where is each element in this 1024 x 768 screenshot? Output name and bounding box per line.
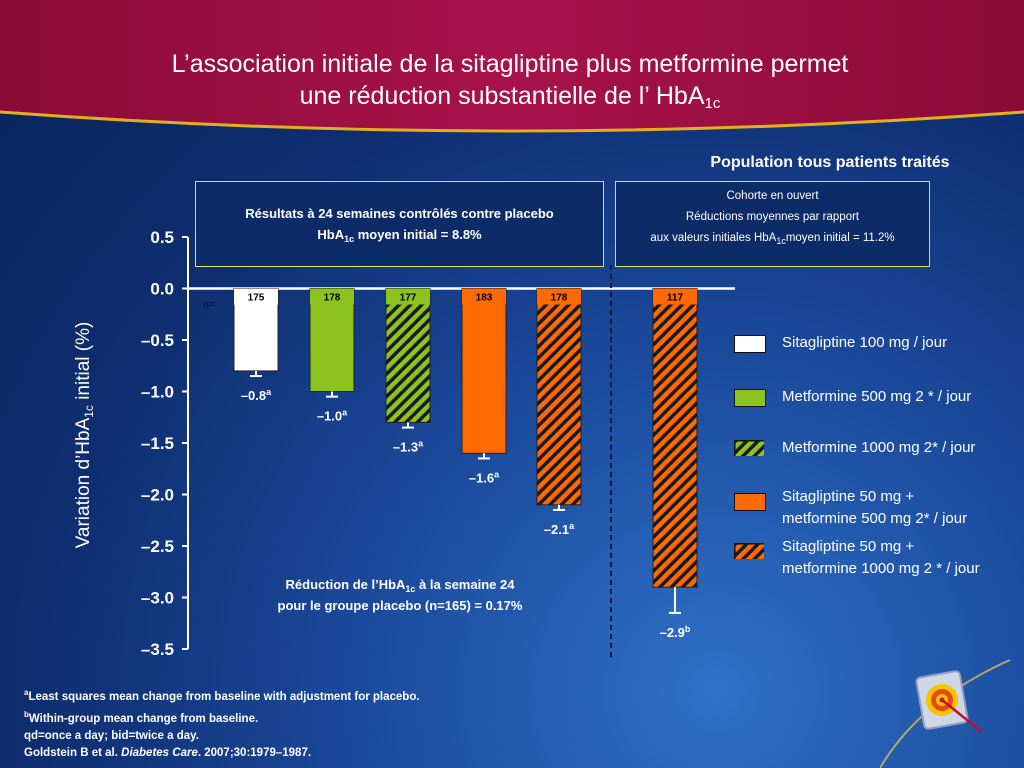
ref-authors: Goldstein B et al.: [24, 746, 122, 759]
open-box-sub: 1c: [776, 236, 786, 246]
bar-n-value: 178: [551, 293, 568, 304]
bar: [652, 288, 698, 588]
y-tick-label: –3.0: [141, 589, 174, 608]
bar-n-strip: [653, 288, 697, 305]
placebo-note-post: à la semaine 24: [415, 577, 515, 592]
open-box-line3: aux valeurs initiales HbA1cmoyen initial…: [616, 228, 929, 249]
controlled-box-sub: 1c: [344, 234, 355, 244]
bar: [461, 288, 507, 454]
open-cohort-box: Cohorte en ouvert Réductions moyennes pa…: [615, 181, 930, 267]
target-logo: [880, 659, 1011, 768]
legend-label: Metformine 500 mg 2 * / jour: [782, 388, 972, 405]
title-line2: une réduction substantielle de l’ HbA: [299, 82, 705, 110]
bar-n-value: 117: [667, 293, 684, 304]
placebo-note: Réduction de l’HbA1c à la semaine 24 pou…: [220, 574, 580, 616]
ref-citation: . 2007;30:1979–1987.: [197, 746, 312, 759]
ref-journal: Diabetes Care: [121, 746, 198, 759]
placebo-note-pre: Réduction de l’HbA: [285, 577, 406, 592]
legend-swatch-green-hatched: [734, 440, 764, 456]
bar-value-label: –1.6a: [469, 469, 500, 485]
bar-value-label: –1.0a: [317, 408, 348, 424]
bar-value-sup: b: [685, 624, 691, 634]
bar-value-label: –0.8a: [241, 387, 272, 403]
bar-n-value: 178: [324, 293, 341, 304]
bar-n-strip: [386, 288, 430, 305]
open-box-line2: Réductions moyennes par rapport: [685, 211, 860, 223]
legend-item: Metformine 1000 mg 2* / jour: [734, 437, 1024, 483]
bar-n-strip: [537, 288, 581, 305]
bar-value-label: –2.9b: [660, 624, 691, 640]
controlled-box-baseline: moyen initial = 8.8%: [354, 227, 482, 242]
footnote-b: bWithin-group mean change from baseline.: [24, 706, 724, 728]
footnote-b-text: Within-group mean change from baseline.: [28, 712, 259, 725]
population-title: Population tous patients traités: [710, 154, 950, 171]
bar-n-strip: [310, 288, 354, 305]
chart-legend: Sitagliptine 100 mg / jour Metformine 50…: [734, 328, 1024, 588]
bar-n-value: 183: [476, 293, 493, 304]
open-box-hba: aux valeurs initiales HbA: [650, 232, 777, 244]
page-title: L’association initiale de la sitagliptin…: [60, 48, 960, 112]
bar: [385, 288, 431, 423]
bar: [536, 288, 582, 506]
controlled-box-hba: HbA: [317, 227, 345, 242]
bar-value-label: –1.3a: [393, 439, 424, 455]
open-box-baseline: moyen initial = 11.2%: [785, 232, 895, 244]
y-tick-label: –1.0: [141, 383, 174, 402]
placebo-note-sub: 1c: [405, 584, 416, 594]
bar-n-value: 177: [400, 293, 417, 304]
y-tick-label: –1.5: [141, 434, 174, 453]
bar-value-sup: a: [494, 469, 500, 479]
legend-label: Sitagliptine 50 mg + metformine 1000 mg …: [782, 538, 980, 577]
footnotes: aLeast squares mean change from baseline…: [24, 684, 724, 762]
controlled-box-line1: Résultats à 24 semaines contrôlés contre…: [245, 206, 554, 221]
footnote-a-text: Least squares mean change from baseline …: [28, 690, 420, 703]
bar-value-label: –2.1a: [544, 521, 575, 537]
title-sub: 1c: [704, 95, 721, 112]
title-line1: L’association initiale de la sitagliptin…: [171, 50, 849, 78]
legend-swatch-green: [734, 389, 766, 407]
controlled-results-box: Résultats à 24 semaines contrôlés contre…: [195, 181, 604, 267]
y-tick-label: –0.5: [141, 331, 174, 350]
bar-value-sup: a: [342, 408, 348, 418]
legend-label: Sitagliptine 100 mg / jour: [782, 334, 948, 351]
legend-item: Sitagliptine 50 mg + metformine 500 mg 2…: [734, 486, 1024, 532]
legend-label: Metformine 1000 mg 2* / jour: [782, 439, 976, 456]
open-box-line1: Cohorte en ouvert: [726, 190, 819, 202]
header-band: [0, 0, 1024, 133]
legend-item: Sitagliptine 50 mg + metformine 1000 mg …: [734, 536, 1024, 582]
bar-n-strip: [462, 288, 506, 305]
footnote-a-sup: a: [24, 688, 29, 697]
legend-label: Sitagliptine 50 mg + metformine 500 mg 2…: [782, 488, 968, 527]
footnote-a: aLeast squares mean change from baseline…: [24, 684, 724, 706]
controlled-box-line2: HbA1c moyen initial = 8.8%: [196, 224, 603, 245]
bar-value-sup: a: [418, 439, 424, 449]
legend-swatch-orange: [734, 493, 766, 511]
n-label: n=: [203, 300, 215, 311]
y-tick-label: 0.0: [150, 280, 174, 299]
footnote-reference: Goldstein B et al. Diabetes Care. 2007;3…: [24, 745, 724, 762]
bar: [309, 288, 355, 392]
y-tick-label: –3.5: [141, 640, 174, 659]
y-tick-label: 0.5: [150, 228, 174, 247]
legend-item: Metformine 500 mg 2 * / jour: [734, 386, 1024, 432]
legend-swatch-orange-hatched: [734, 543, 764, 559]
bar-n-strip: [234, 288, 278, 305]
bar-n-value: 175: [248, 293, 265, 304]
y-tick-label: –2.5: [141, 537, 174, 556]
footnote-b-sup: b: [24, 709, 29, 719]
bar-value-sup: a: [569, 521, 575, 531]
legend-swatch-white: [734, 335, 766, 353]
bar-value-sup: a: [266, 387, 272, 397]
legend-item: Sitagliptine 100 mg / jour: [734, 332, 1024, 378]
y-tick-label: –2.0: [141, 486, 174, 505]
footnote-qd: qd=once a day; bid=twice a day.: [24, 729, 199, 742]
placebo-note-line2: pour le groupe placebo (n=165) = 0.17%: [277, 598, 523, 613]
